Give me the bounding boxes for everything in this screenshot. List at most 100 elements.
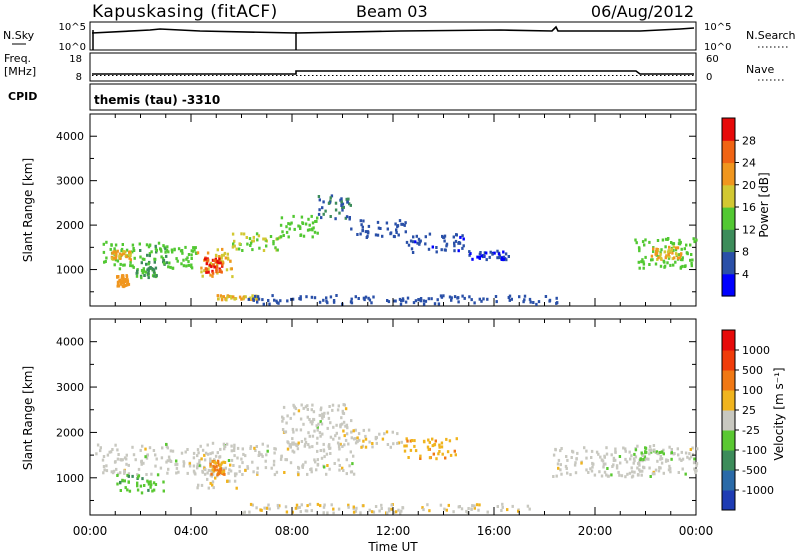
range-gate-cell: [508, 298, 511, 302]
range-gate-cell: [329, 446, 332, 450]
range-gate-cell: [444, 456, 447, 460]
range-gate-cell: [206, 251, 210, 255]
range-gate-cell: [422, 299, 425, 303]
range-gate-cell: [310, 470, 313, 474]
range-gate-cell: [320, 422, 324, 426]
range-gate-cell: [453, 241, 456, 245]
range-gate-cell: [308, 418, 311, 421]
range-gate-cell: [320, 216, 323, 220]
range-gate-cell: [124, 283, 128, 287]
range-gate-cell: [196, 465, 199, 469]
range-gate-cell: [358, 438, 361, 442]
range-gate-cell: [690, 264, 693, 268]
range-gate-cell: [240, 457, 243, 461]
range-gate-cell: [150, 472, 153, 476]
range-gate-cell: [495, 300, 498, 304]
range-gate-cell: [279, 299, 282, 303]
range-gate-cell: [280, 454, 283, 458]
range-gate-cell: [123, 471, 126, 475]
range-gate-cell: [199, 444, 202, 448]
range-gate-cell: [153, 260, 156, 264]
power-colorbar: 4 8 12 16 20 24 28: [721, 117, 756, 297]
cpid-label: CPID: [8, 90, 37, 103]
range-gate-cell: [590, 449, 594, 453]
range-gate-cell: [556, 462, 560, 466]
range-gate-cell: [116, 249, 119, 253]
range-gate-cell: [198, 463, 201, 467]
range-gate-cell: [127, 463, 130, 467]
range-gate-cell: [131, 264, 134, 268]
range-gate-cell: [211, 441, 215, 445]
range-gate-cell: [662, 259, 665, 263]
range-gate-cell: [400, 299, 403, 303]
range-gate-cell: [293, 405, 296, 409]
range-gate-cell: [182, 464, 185, 468]
range-gate-cell: [473, 506, 476, 510]
x-tick-labels: 00:00 04:00 08:00 12:00 16:00 20:00 00:00: [73, 524, 714, 538]
range-gate-cell: [341, 422, 344, 426]
range-gate-cell: [116, 280, 120, 284]
range-gate-cell: [291, 510, 294, 514]
range-gate-cell: [684, 451, 688, 455]
range-gate-cell: [235, 486, 238, 490]
range-gate-cell: [602, 465, 605, 469]
range-gate-cell: [471, 504, 474, 508]
colorbar-segment: [722, 273, 735, 297]
range-gate-cell: [659, 264, 663, 268]
range-gate-cell: [230, 449, 233, 453]
range-gate-cell: [529, 300, 532, 304]
range-gate-cell: [555, 474, 558, 478]
velocity-cells: [95, 403, 699, 515]
range-gate-cell: [315, 468, 318, 472]
range-gate-cell: [152, 481, 156, 485]
range-gate-cell: [171, 250, 174, 254]
range-gate-cell: [461, 234, 464, 238]
range-gate-cell: [435, 457, 438, 461]
range-gate-cell: [208, 263, 211, 267]
range-gate-cell: [648, 466, 651, 470]
range-gate-cell: [342, 420, 346, 424]
range-gate-cell: [162, 480, 165, 484]
range-gate-cell: [116, 275, 119, 279]
range-gate-cell: [233, 446, 236, 450]
range-gate-cell: [249, 502, 253, 506]
range-gate-cell: [160, 255, 163, 259]
range-gate-cell: [223, 461, 227, 464]
range-gate-cell: [502, 250, 505, 254]
range-gate-cell: [381, 437, 385, 441]
range-gate-cell: [397, 233, 400, 237]
range-gate-cell: [591, 465, 594, 469]
range-gate-cell: [650, 258, 653, 262]
range-gate-cell: [261, 442, 264, 446]
range-gate-cell: [453, 295, 457, 299]
range-gate-cell: [633, 470, 636, 474]
range-gate-cell: [180, 451, 184, 455]
range-gate-cell: [412, 301, 416, 305]
range-gate-cell: [256, 238, 259, 242]
range-gate-cell: [306, 228, 310, 232]
range-gate-cell: [360, 223, 363, 227]
range-gate-cell: [388, 509, 391, 513]
range-gate-cell: [574, 471, 578, 475]
range-gate-cell: [365, 236, 368, 239]
range-gate-cell: [114, 460, 117, 464]
range-gate-cell: [419, 457, 422, 460]
range-gate-cell: [443, 507, 446, 511]
range-gate-cell: [306, 408, 309, 411]
range-gate-cell: [680, 252, 683, 256]
freq-left-tick-low: 8: [76, 72, 82, 83]
range-gate-cell: [207, 468, 211, 472]
range-gate-cell: [99, 446, 102, 450]
range-gate-cell: [394, 222, 397, 226]
range-gate-cell: [294, 506, 298, 510]
range-gate-cell: [292, 412, 296, 416]
range-gate-cell: [603, 454, 606, 458]
range-gate-cell: [190, 257, 193, 260]
range-gate-cell: [220, 259, 223, 263]
range-gate-cell: [323, 455, 326, 459]
range-gate-cell: [140, 269, 144, 272]
range-gate-cell: [264, 459, 267, 463]
range-gate-cell: [337, 458, 340, 462]
range-gate-cell: [589, 467, 592, 471]
